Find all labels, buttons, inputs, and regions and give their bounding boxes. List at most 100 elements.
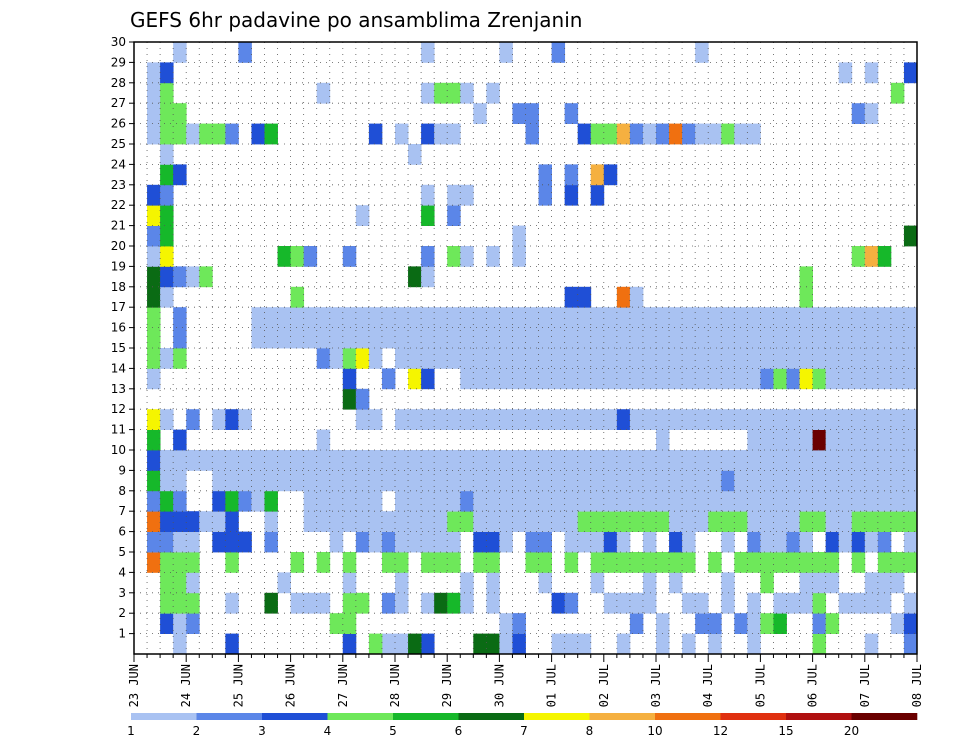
heatmap-cell [564,348,579,369]
heatmap-cell [447,592,461,614]
y-tick-label: 17 [111,300,126,314]
heatmap-cell [695,511,709,532]
heatmap-cell [799,348,813,369]
heatmap-cell [721,490,735,512]
heatmap-cell [147,348,161,369]
heatmap-cell [564,552,579,573]
heatmap-cell [395,327,409,349]
heatmap-cell [421,307,435,328]
heatmap-cell [564,511,579,532]
heatmap-cell [590,184,605,206]
heatmap-cell [864,592,879,614]
heatmap-cell [890,511,905,532]
heatmap-cell [616,123,631,145]
heatmap-cell [656,307,670,328]
heatmap-cell [760,450,774,471]
heatmap-cell [903,552,918,573]
heatmap-cell [421,368,435,390]
heatmap-cell [316,470,331,492]
heatmap-cell [812,511,827,532]
heatmap-cell [629,286,644,308]
heatmap-cell [877,307,892,328]
heatmap-cell [447,246,461,267]
heatmap-cell [642,552,657,573]
heatmap-cell [799,286,813,308]
heatmap-cell [329,307,344,328]
heatmap-cell [682,552,696,573]
heatmap-cell [355,450,370,471]
heatmap-cell [277,572,291,594]
heatmap-cell [669,409,683,430]
heatmap-cell [799,409,813,430]
heatmap-cell [721,592,735,614]
heatmap-cell [434,348,448,369]
heatmap-cell [642,368,657,390]
heatmap-cell [877,429,892,451]
heatmap-cell [642,450,657,471]
heatmap-cell [577,307,592,328]
heatmap-cell [629,368,644,390]
heatmap-cell [812,327,827,349]
heatmap-cell [695,327,709,349]
y-tick-label: 5 [118,545,126,559]
heatmap-cell [851,470,866,492]
heatmap-cell [421,42,435,63]
heatmap-cell [747,327,761,349]
heatmap-cell [173,511,187,532]
heatmap-cell [799,327,813,349]
heatmap-cell [760,429,774,451]
heatmap-cell [890,307,905,328]
heatmap-cell [695,123,709,145]
heatmap-cell [303,246,318,267]
heatmap-cell [173,633,187,655]
heatmap-cell [499,348,513,369]
heatmap-cell [629,592,644,614]
heatmap-cell [199,123,213,145]
heatmap-cell [851,246,866,267]
colorbar-label: 20 [844,724,859,738]
heatmap-cell [551,511,566,532]
heatmap-cell [773,552,787,573]
colorbar-swatch [262,713,328,720]
heatmap-cell [160,62,174,84]
heatmap-cell [342,307,357,328]
heatmap-cell [277,246,291,267]
heatmap-cell [629,327,644,349]
heatmap-cell [773,307,787,328]
x-tick-label: 02 JUL [597,664,611,707]
heatmap-cell [760,552,774,573]
heatmap-cell [747,450,761,471]
heatmap-cell [877,592,892,614]
heatmap-cell [381,592,396,614]
heatmap-cell [838,307,853,328]
heatmap-cell [160,470,174,492]
heatmap-cell [525,348,539,369]
heatmap-cell [525,552,539,573]
heatmap-cell [564,307,579,328]
heatmap-cell [173,531,187,553]
heatmap-cell [538,511,552,532]
heatmap-cell [721,572,735,594]
heatmap-cell [238,490,252,512]
heatmap-cell [903,633,918,655]
heatmap-cell [408,470,422,492]
x-tick-label: 01 JUL [545,664,559,707]
heatmap-cell [421,552,435,573]
heatmap-cell [408,490,422,512]
heatmap-cell [786,490,800,512]
heatmap-cell [877,490,892,512]
heatmap-cell [851,511,866,532]
heatmap-cell [799,450,813,471]
heatmap-cell [551,490,566,512]
heatmap-cell [799,531,813,553]
heatmap-cell [616,286,631,308]
x-tick-label: 27 JUN [336,664,350,707]
heatmap-cell [564,368,579,390]
heatmap-cell [538,450,552,471]
heatmap-cell [381,327,396,349]
heatmap-cell [825,552,840,573]
heatmap-cell [342,348,357,369]
heatmap-cell [147,511,161,532]
heatmap-cell [421,327,435,349]
x-tick-label: 30 JUN [492,664,506,707]
